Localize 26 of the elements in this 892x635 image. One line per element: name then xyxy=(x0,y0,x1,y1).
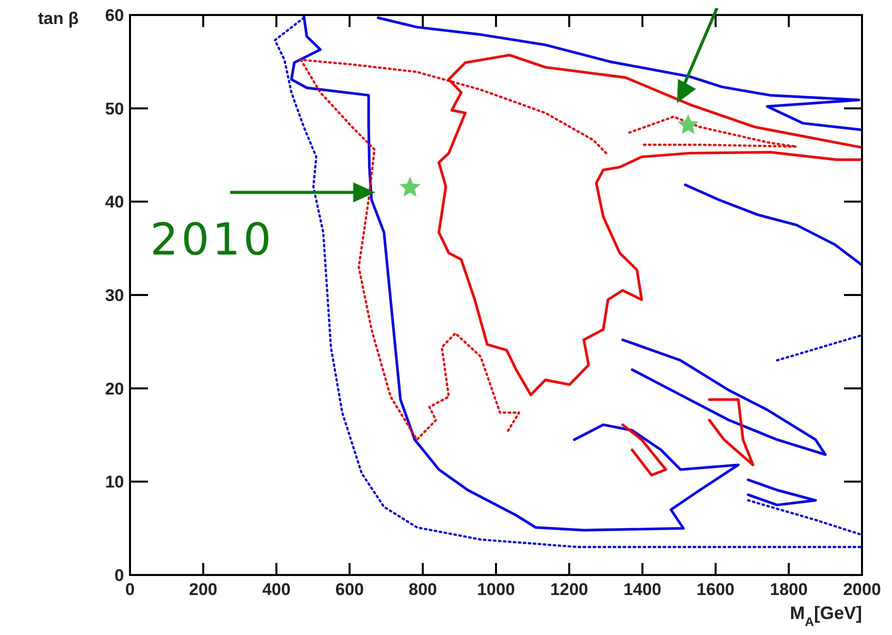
line-series xyxy=(621,338,827,456)
x-tick-label: 2000 xyxy=(843,580,881,599)
x-axis-title: M$_{A}$[GeV] xyxy=(790,603,862,629)
x-tick-label: 200 xyxy=(189,580,218,599)
y-tick-label: 40 xyxy=(105,192,124,212)
x-tick-label: 600 xyxy=(335,580,364,599)
x-tick-label: 1600 xyxy=(696,580,735,599)
y-tick-label: 50 xyxy=(105,99,124,118)
y-axis-title: tan β xyxy=(38,9,79,28)
line-series xyxy=(621,423,668,476)
x-tick-label: 400 xyxy=(262,580,291,599)
x-tick-label: 1200 xyxy=(550,580,588,599)
x-tick-label: 800 xyxy=(408,580,437,599)
y-tick-label: 60 xyxy=(105,6,124,25)
line-series xyxy=(684,184,862,266)
x-tick-label: 1800 xyxy=(770,580,808,599)
y-tick-label: 30 xyxy=(105,286,124,305)
line-series xyxy=(376,16,862,132)
x-tick-label: 1400 xyxy=(623,580,662,599)
line-series xyxy=(708,398,754,466)
y-tick-label: 10 xyxy=(105,472,124,492)
y-tick-label: 0 xyxy=(114,566,124,585)
x-tick-label: 1000 xyxy=(477,580,515,599)
annotation: 2010 xyxy=(150,214,274,266)
y-tick-label: 20 xyxy=(105,379,124,398)
line-series xyxy=(628,116,798,148)
